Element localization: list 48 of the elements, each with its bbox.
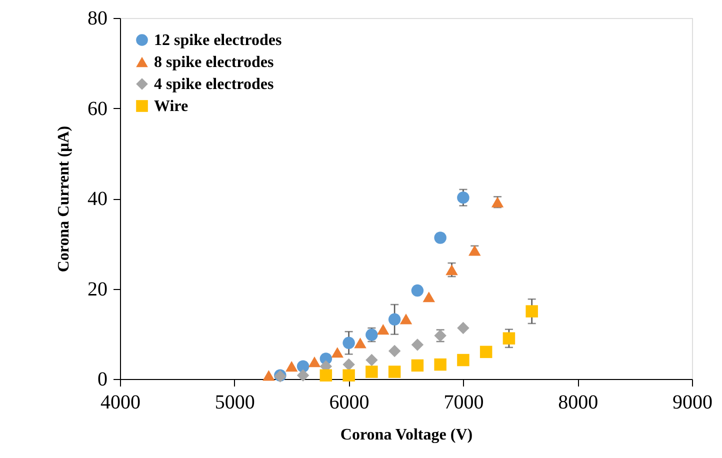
point <box>526 305 538 318</box>
point <box>388 313 401 326</box>
point <box>354 338 366 348</box>
legend-label: 8 spike electrodes <box>154 54 274 71</box>
legend-label: Wire <box>154 98 188 115</box>
point <box>342 336 355 350</box>
point <box>262 370 275 381</box>
point <box>388 344 401 358</box>
point <box>296 369 310 382</box>
y-tick-label: 0 <box>98 368 108 390</box>
point <box>331 347 344 358</box>
x-tick-label: 4000 <box>100 392 140 414</box>
point <box>320 369 332 382</box>
point <box>480 346 492 358</box>
point <box>388 366 401 378</box>
point <box>434 232 446 244</box>
point <box>400 314 412 324</box>
x-tick-label: 5000 <box>214 392 255 414</box>
point <box>411 338 424 351</box>
point <box>376 324 390 335</box>
legend-label: 4 spike electrodes <box>154 76 274 93</box>
y-tick-label: 60 <box>88 98 108 120</box>
point <box>457 322 470 334</box>
point <box>422 292 436 302</box>
point <box>491 196 504 208</box>
x-axis-title: Corona Voltage (V) <box>340 426 473 444</box>
y-tick-label: 80 <box>88 8 108 30</box>
point <box>342 358 355 371</box>
y-tick-label: 20 <box>88 278 108 300</box>
point <box>502 332 516 345</box>
point <box>411 284 424 297</box>
point <box>457 354 470 366</box>
y-tick-label: 40 <box>88 188 108 210</box>
point <box>366 354 378 366</box>
x-tick-label: 9000 <box>672 392 712 414</box>
point <box>457 191 470 204</box>
point <box>342 369 355 382</box>
x-tick-label: 7000 <box>444 392 484 414</box>
point <box>285 361 298 372</box>
point <box>366 366 378 378</box>
x-tick-label: 6000 <box>329 392 370 414</box>
y-axis-title: Corona Current (μA) <box>56 126 72 272</box>
point <box>296 360 310 372</box>
x-tick-label: 8000 <box>558 392 598 414</box>
point <box>308 356 321 368</box>
point <box>411 359 424 372</box>
legend-label: 12 spike electrodes <box>154 32 282 49</box>
point <box>434 358 446 371</box>
